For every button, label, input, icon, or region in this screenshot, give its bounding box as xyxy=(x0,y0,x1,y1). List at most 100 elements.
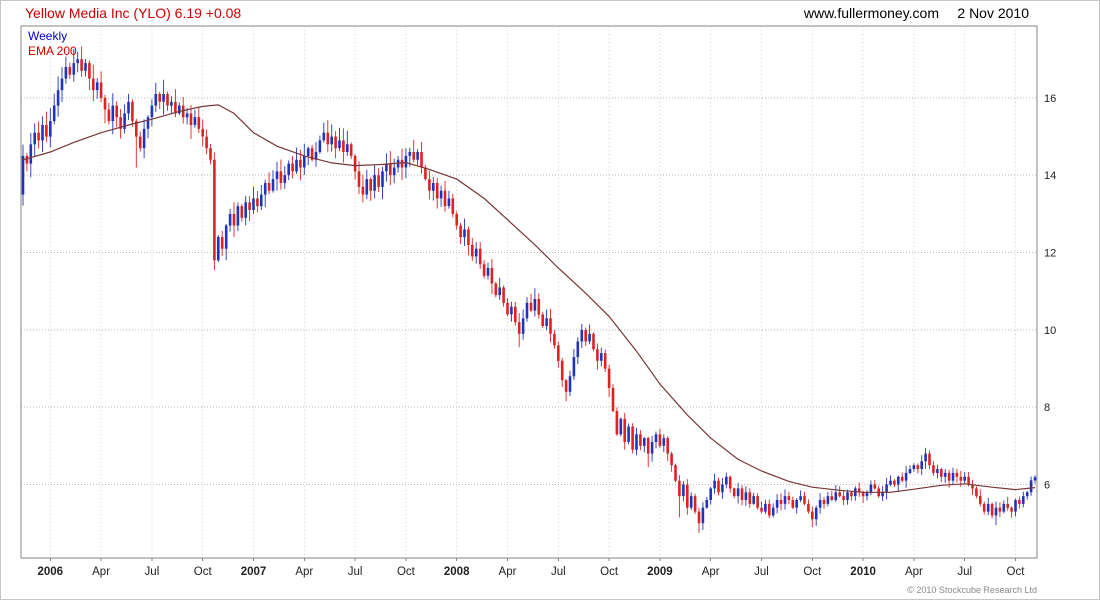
candle-up xyxy=(142,128,146,149)
candle-down xyxy=(103,97,107,110)
candle-up xyxy=(193,117,197,125)
candle-down xyxy=(842,496,845,500)
candle-up xyxy=(689,496,693,508)
candle-up xyxy=(869,484,873,493)
candle-down xyxy=(467,229,470,245)
candle-down xyxy=(88,63,91,79)
candle-down xyxy=(975,488,978,497)
candle-up xyxy=(275,171,279,180)
x-tick-label: 2007 xyxy=(241,566,267,578)
candle-up xyxy=(404,155,408,168)
candle-down xyxy=(514,306,517,323)
candle-down xyxy=(557,345,560,361)
candle-down xyxy=(596,349,599,361)
x-tick-label: Jul xyxy=(145,566,160,578)
candle-up xyxy=(814,507,818,520)
candle-down xyxy=(686,484,689,508)
y-axis-labels: 6 8 10 12 14 16 xyxy=(1044,93,1056,492)
candle-down xyxy=(256,198,259,207)
candle-up xyxy=(1014,500,1017,512)
candle-up xyxy=(463,229,466,238)
candle-up xyxy=(486,268,490,276)
candle-up xyxy=(795,500,798,508)
plot-border xyxy=(20,25,1038,559)
candle-up xyxy=(701,507,705,524)
candle-down xyxy=(623,418,626,442)
candle-up xyxy=(150,105,154,118)
candle-up xyxy=(224,225,228,249)
candle-down xyxy=(541,314,544,326)
candle-down xyxy=(982,503,986,512)
candle-up xyxy=(373,175,376,191)
candle-up xyxy=(619,418,623,435)
candle-down xyxy=(940,469,943,477)
candle-up xyxy=(1025,492,1029,497)
candle-down xyxy=(1006,503,1009,508)
candle-down xyxy=(189,113,193,125)
candle-down xyxy=(803,496,806,504)
candle-down xyxy=(537,299,541,315)
candle-up xyxy=(834,492,838,500)
candle-up xyxy=(725,476,728,485)
candle-up xyxy=(447,198,451,207)
x-tick-label: 2009 xyxy=(647,566,673,578)
candle-down xyxy=(560,360,564,381)
candle-up xyxy=(600,353,603,361)
x-tick-label: Jul xyxy=(754,566,769,578)
candle-down xyxy=(107,109,111,122)
candle-down xyxy=(349,144,353,156)
x-tick-label: Jul xyxy=(348,566,363,578)
candle-up xyxy=(635,434,638,450)
candle-up xyxy=(303,155,306,168)
candle-down xyxy=(768,503,771,516)
candle-down xyxy=(353,155,357,172)
candle-up xyxy=(416,152,419,160)
candle-down xyxy=(631,426,634,450)
candle-up xyxy=(924,453,927,462)
candle-down xyxy=(209,148,212,160)
candle-down xyxy=(584,329,587,342)
candle-down xyxy=(916,465,920,470)
candle-up xyxy=(33,132,36,145)
candle-up xyxy=(994,507,998,516)
candle-up xyxy=(943,472,947,477)
candle-up xyxy=(295,159,298,172)
candle-up xyxy=(662,438,666,446)
x-tick-label: Oct xyxy=(397,566,416,578)
candle-up xyxy=(1033,477,1037,481)
candle-down xyxy=(299,159,302,168)
ema-line xyxy=(22,104,1036,493)
candle-down xyxy=(138,136,142,149)
x-tick-label: Apr xyxy=(92,566,110,578)
candle-up xyxy=(72,63,76,75)
candle-down xyxy=(455,213,458,226)
candle-up xyxy=(178,105,181,114)
candle-up xyxy=(338,140,341,149)
candle-down xyxy=(678,480,681,497)
candle-down xyxy=(932,465,935,473)
candle-up xyxy=(545,318,548,326)
candle-up xyxy=(897,476,900,485)
candle-down xyxy=(893,480,896,485)
candle-down xyxy=(240,206,244,218)
grid xyxy=(21,26,1037,558)
candle-down xyxy=(115,105,118,118)
candlestick-series xyxy=(21,46,1037,533)
candle-up xyxy=(846,492,849,500)
candle-down xyxy=(369,179,372,191)
candle-down xyxy=(1010,507,1013,512)
candle-up xyxy=(260,194,263,207)
candle-up xyxy=(951,472,955,481)
candle-down xyxy=(68,67,72,75)
candle-down xyxy=(990,503,994,516)
x-tick-label: Oct xyxy=(194,566,213,578)
candle-down xyxy=(830,496,834,500)
candle-up xyxy=(736,488,740,497)
candle-down xyxy=(158,94,161,102)
candle-down xyxy=(811,511,814,520)
candle-down xyxy=(670,453,673,466)
candle-down xyxy=(603,353,607,369)
candle-up xyxy=(525,302,529,319)
instrument-title: Yellow Media Inc (YLO) 6.19 +0.08 xyxy=(25,5,242,21)
